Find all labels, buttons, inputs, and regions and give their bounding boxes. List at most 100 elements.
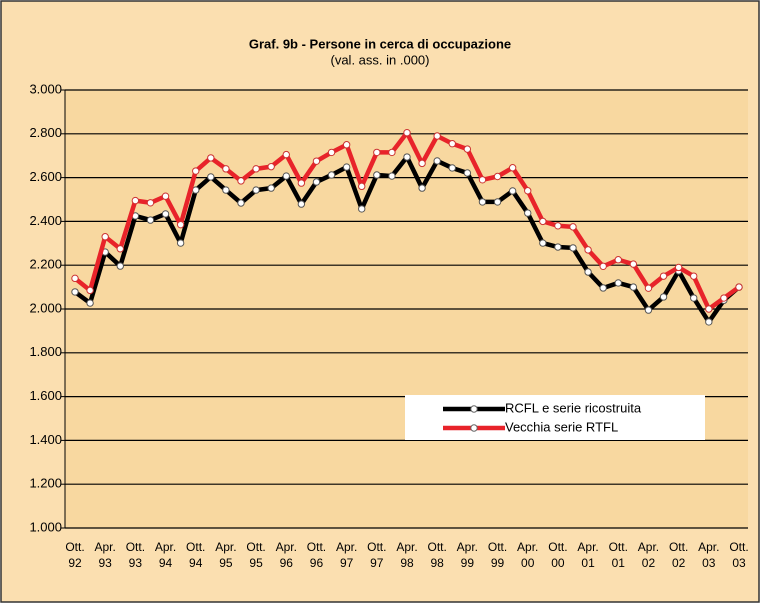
y-tick-label: 2.800: [29, 125, 62, 140]
point: [161, 210, 170, 218]
chart-title: Graf. 9b - Persone in cerca di occupazio…: [249, 36, 511, 51]
point: [599, 284, 607, 292]
x-tick-label: Apr. 02: [638, 540, 659, 570]
point: [176, 239, 185, 247]
point: [222, 186, 230, 194]
y-tick-label: 2.000: [29, 300, 62, 315]
point: [584, 268, 592, 276]
x-tick-label: Apr. 96: [276, 540, 297, 570]
point: [71, 274, 79, 283]
x-tick-label: Apr. 93: [95, 540, 116, 570]
point: [524, 209, 532, 217]
x-tick-label: Ott. 02: [669, 540, 688, 570]
point: [267, 162, 275, 171]
point: [614, 279, 622, 287]
point: [131, 196, 140, 205]
x-tick-label: Apr. 97: [336, 540, 357, 570]
x-tick-label: Ott. 97: [367, 540, 386, 570]
point: [297, 179, 306, 187]
point: [403, 153, 411, 161]
point: [629, 283, 638, 291]
y-tick-label: 1.400: [29, 432, 62, 447]
point: [86, 286, 94, 295]
x-tick-label: Apr. 94: [155, 540, 176, 570]
point: [312, 157, 321, 165]
legend-box: [405, 395, 705, 440]
x-tick-label: Apr. 95: [215, 540, 236, 570]
x-tick-label: Ott. 96: [307, 540, 326, 570]
point: [569, 244, 577, 252]
point: [116, 262, 124, 270]
legend-label: Vecchia serie RTFL: [505, 419, 618, 434]
point: [342, 163, 351, 171]
point: [373, 148, 381, 157]
y-tick-label: 2.600: [29, 169, 62, 184]
point: [478, 176, 487, 184]
point: [358, 182, 366, 191]
point: [433, 157, 441, 165]
point: [478, 198, 487, 206]
point: [735, 283, 743, 291]
x-tick-label: Ott. 98: [428, 540, 447, 570]
point: [71, 288, 79, 296]
point: [403, 129, 411, 137]
point: [584, 246, 592, 254]
point: [659, 293, 668, 301]
point: [493, 172, 502, 181]
y-tick-label: 1.000: [29, 519, 62, 534]
point: [705, 318, 713, 326]
point: [493, 198, 502, 206]
x-tick-label: Ott. 99: [488, 540, 507, 570]
point: [222, 165, 230, 173]
point: [554, 222, 562, 230]
y-tick-label: 3.000: [29, 81, 62, 96]
point: [599, 262, 607, 270]
point: [312, 178, 321, 186]
point: [418, 159, 426, 168]
point: [508, 164, 517, 172]
point: [146, 216, 155, 224]
x-tick-label: Apr. 98: [396, 540, 417, 570]
point: [86, 299, 94, 307]
point: [358, 205, 366, 213]
point: [508, 187, 517, 195]
point: [207, 173, 215, 181]
y-tick-label: 1.800: [29, 344, 62, 359]
point: [644, 306, 653, 314]
point: [237, 177, 245, 185]
x-tick-label: Apr. 03: [698, 540, 719, 570]
point: [342, 141, 351, 149]
legend-marker: [470, 424, 478, 432]
x-tick-label: Ott. 01: [609, 540, 628, 570]
point: [327, 171, 336, 179]
x-tick-label: Apr. 00: [517, 540, 538, 570]
point: [448, 164, 456, 172]
point: [674, 263, 683, 272]
x-tick-label: Apr. 01: [577, 540, 598, 570]
y-tick-label: 1.200: [29, 476, 62, 491]
point: [267, 184, 275, 192]
point: [252, 186, 260, 194]
point: [282, 150, 290, 159]
point: [644, 284, 653, 292]
point: [554, 243, 562, 251]
point: [388, 172, 396, 180]
y-tick-label: 2.200: [29, 257, 62, 272]
point: [207, 154, 215, 162]
x-tick-label: Ott. 94: [186, 540, 205, 570]
y-tick-label: 1.600: [29, 388, 62, 403]
point: [705, 305, 713, 313]
point: [418, 184, 426, 192]
x-tick-label: Apr. 99: [457, 540, 478, 570]
y-tick-label: 2.400: [29, 213, 62, 228]
legend-label: RCFL e serie ricostruita: [505, 400, 642, 415]
chart-subtitle: (val. ass. in .000): [331, 52, 430, 67]
point: [614, 256, 622, 264]
point: [629, 260, 638, 268]
point: [327, 148, 336, 157]
point: [539, 239, 547, 247]
point: [463, 145, 472, 153]
point: [192, 167, 200, 175]
point: [388, 148, 396, 157]
